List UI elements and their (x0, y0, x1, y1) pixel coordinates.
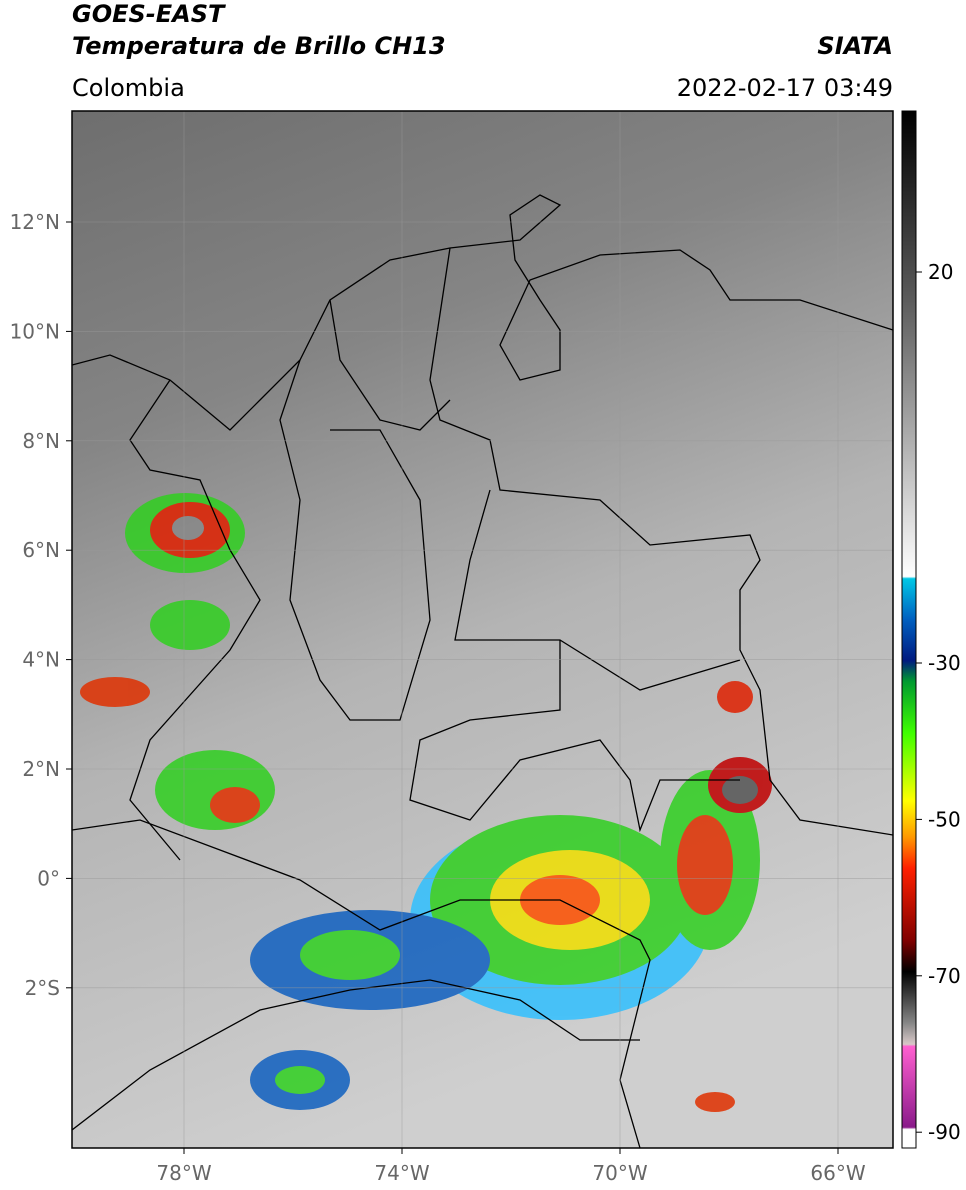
colorbar-label: -90 (928, 1120, 961, 1144)
colorbar-label: -30 (928, 651, 961, 675)
clouds (80, 493, 772, 1112)
lat-label: 2°N (22, 757, 60, 781)
subtitle: Temperatura de Brillo CH13 (72, 32, 446, 60)
lon-label: 66°W (810, 1161, 865, 1185)
borders (72, 194, 893, 1148)
lon-label: 74°W (374, 1161, 429, 1185)
source: SIATA (817, 32, 893, 60)
lat-label: 8°N (22, 429, 60, 453)
datetime: 2022-02-17 03:49 (677, 74, 893, 102)
lon-label: 70°W (592, 1161, 647, 1185)
lat-label: 0° (37, 866, 60, 890)
lat-label: 6°N (22, 538, 60, 562)
lat-label: 2°S (25, 976, 60, 1000)
map (72, 111, 893, 1148)
lat-label: 4°N (22, 648, 60, 672)
map-frame (71, 110, 894, 1149)
colorbar-label: -70 (928, 964, 961, 988)
lon-label: 78°W (156, 1161, 211, 1185)
region: Colombia (72, 74, 185, 102)
lat-label: 10°N (10, 319, 60, 343)
colorbar-label: 20 (928, 260, 953, 284)
colorbar-label: -50 (928, 807, 961, 831)
lat-label: 12°N (10, 210, 60, 234)
title: GOES-EAST (72, 0, 226, 28)
colorbar (901, 110, 917, 1149)
